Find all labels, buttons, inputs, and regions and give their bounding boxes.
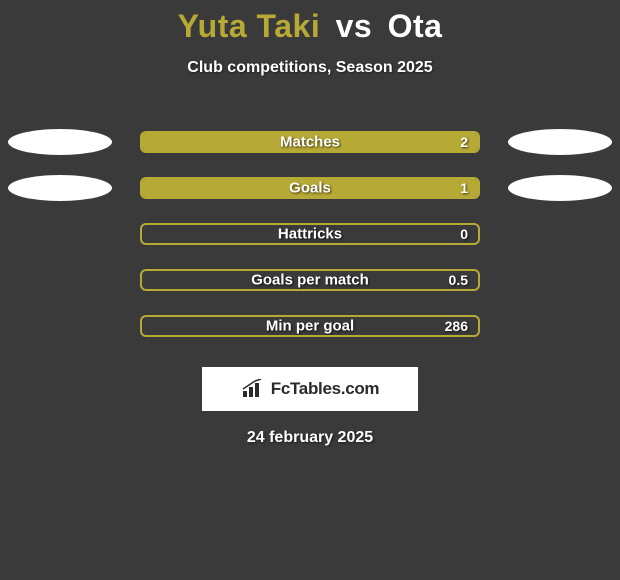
player2-name: Ota: [388, 8, 443, 44]
subtitle: Club competitions, Season 2025: [0, 59, 620, 77]
stat-value: 0: [460, 226, 468, 242]
stat-row: Matches 2: [0, 119, 620, 165]
stat-bar: Goals per match 0.5: [140, 269, 480, 291]
page-title: Yuta Taki vs Ota: [0, 8, 620, 45]
player1-ellipse: [8, 175, 112, 201]
stat-value: 2: [460, 134, 468, 150]
stat-value: 286: [445, 318, 468, 334]
bar-chart-icon: [241, 379, 265, 399]
stat-row: Goals per match 0.5: [0, 257, 620, 303]
stat-bar: Matches 2: [140, 131, 480, 153]
stat-label: Min per goal: [266, 318, 354, 335]
stat-label: Goals: [289, 180, 331, 197]
stat-label: Goals per match: [251, 272, 369, 289]
stat-bar: Min per goal 286: [140, 315, 480, 337]
stat-bar: Hattricks 0: [140, 223, 480, 245]
logo-box: FcTables.com: [202, 367, 418, 411]
comparison-card: Yuta Taki vs Ota Club competitions, Seas…: [0, 0, 620, 447]
stats-rows: Matches 2 Goals 1 Hattricks 0 Goals per match 0…: [0, 119, 620, 349]
player1-ellipse: [8, 129, 112, 155]
date-text: 24 february 2025: [0, 429, 620, 447]
vs-text: vs: [336, 8, 373, 44]
stat-label: Hattricks: [278, 226, 342, 243]
stat-bar: Goals 1: [140, 177, 480, 199]
stat-row: Hattricks 0: [0, 211, 620, 257]
stat-label: Matches: [280, 134, 340, 151]
stat-row: Goals 1: [0, 165, 620, 211]
player2-ellipse: [508, 175, 612, 201]
player2-ellipse: [508, 129, 612, 155]
stat-value: 1: [460, 180, 468, 196]
stat-row: Min per goal 286: [0, 303, 620, 349]
logo-text: FcTables.com: [271, 379, 380, 399]
stat-value: 0.5: [449, 272, 468, 288]
player1-name: Yuta Taki: [178, 8, 321, 44]
